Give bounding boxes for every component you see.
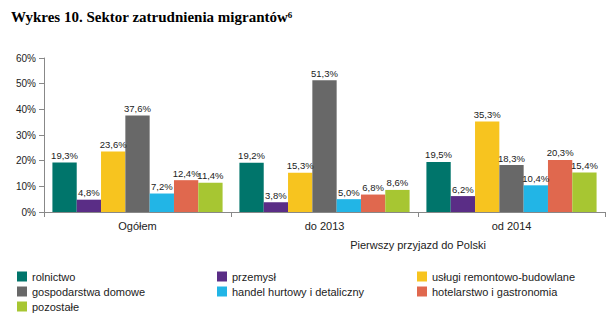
svg-text:przemysł: przemysł xyxy=(232,271,277,283)
svg-text:20%: 20% xyxy=(16,155,36,166)
svg-text:10%: 10% xyxy=(16,181,36,192)
svg-text:19,2%: 19,2% xyxy=(238,150,265,161)
svg-text:23,6%: 23,6% xyxy=(100,139,127,150)
svg-text:30%: 30% xyxy=(16,130,36,141)
svg-text:18,3%: 18,3% xyxy=(498,153,525,164)
svg-text:20,3%: 20,3% xyxy=(547,147,574,158)
svg-text:do 2013: do 2013 xyxy=(305,220,345,232)
svg-text:15,4%: 15,4% xyxy=(571,160,598,171)
svg-text:rolnictwo: rolnictwo xyxy=(32,271,75,283)
svg-text:10,4%: 10,4% xyxy=(522,173,549,184)
svg-text:15,3%: 15,3% xyxy=(287,160,314,171)
svg-text:40%: 40% xyxy=(16,104,36,115)
svg-text:gospodarstwa domowe: gospodarstwa domowe xyxy=(32,286,145,298)
svg-text:0%: 0% xyxy=(22,207,37,218)
svg-text:19,5%: 19,5% xyxy=(425,149,452,160)
svg-text:4,8%: 4,8% xyxy=(78,187,100,198)
svg-text:handel hurtowy i detaliczny: handel hurtowy i detaliczny xyxy=(232,286,365,298)
svg-text:pozostałe: pozostałe xyxy=(32,301,79,313)
svg-text:11,4%: 11,4% xyxy=(197,170,224,181)
svg-text:51,3%: 51,3% xyxy=(311,68,338,79)
svg-text:3,8%: 3,8% xyxy=(265,190,287,201)
svg-text:6,8%: 6,8% xyxy=(362,182,384,193)
svg-text:od 2014: od 2014 xyxy=(492,220,532,232)
svg-text:8,6%: 8,6% xyxy=(387,177,409,188)
svg-text:Pierwszy przyjazd do Polski: Pierwszy przyjazd do Polski xyxy=(350,239,486,251)
svg-text:12,4%: 12,4% xyxy=(173,168,200,179)
svg-text:hotelarstwo i gastronomia: hotelarstwo i gastronomia xyxy=(432,286,558,298)
svg-text:35,3%: 35,3% xyxy=(474,109,501,120)
svg-text:60%: 60% xyxy=(16,53,36,64)
svg-text:usługi remontowo-budowlane: usługi remontowo-budowlane xyxy=(432,271,575,283)
svg-text:6,2%: 6,2% xyxy=(452,184,474,195)
svg-text:Ogółem: Ogółem xyxy=(118,220,157,232)
svg-text:5,0%: 5,0% xyxy=(338,187,360,198)
svg-text:50%: 50% xyxy=(16,78,36,89)
svg-text:37,6%: 37,6% xyxy=(124,103,151,114)
svg-text:Wykres 10. Sektor zatrudnienia: Wykres 10. Sektor zatrudnienia migrantów… xyxy=(11,9,293,25)
svg-text:7,2%: 7,2% xyxy=(151,181,173,192)
svg-text:19,3%: 19,3% xyxy=(51,150,78,161)
